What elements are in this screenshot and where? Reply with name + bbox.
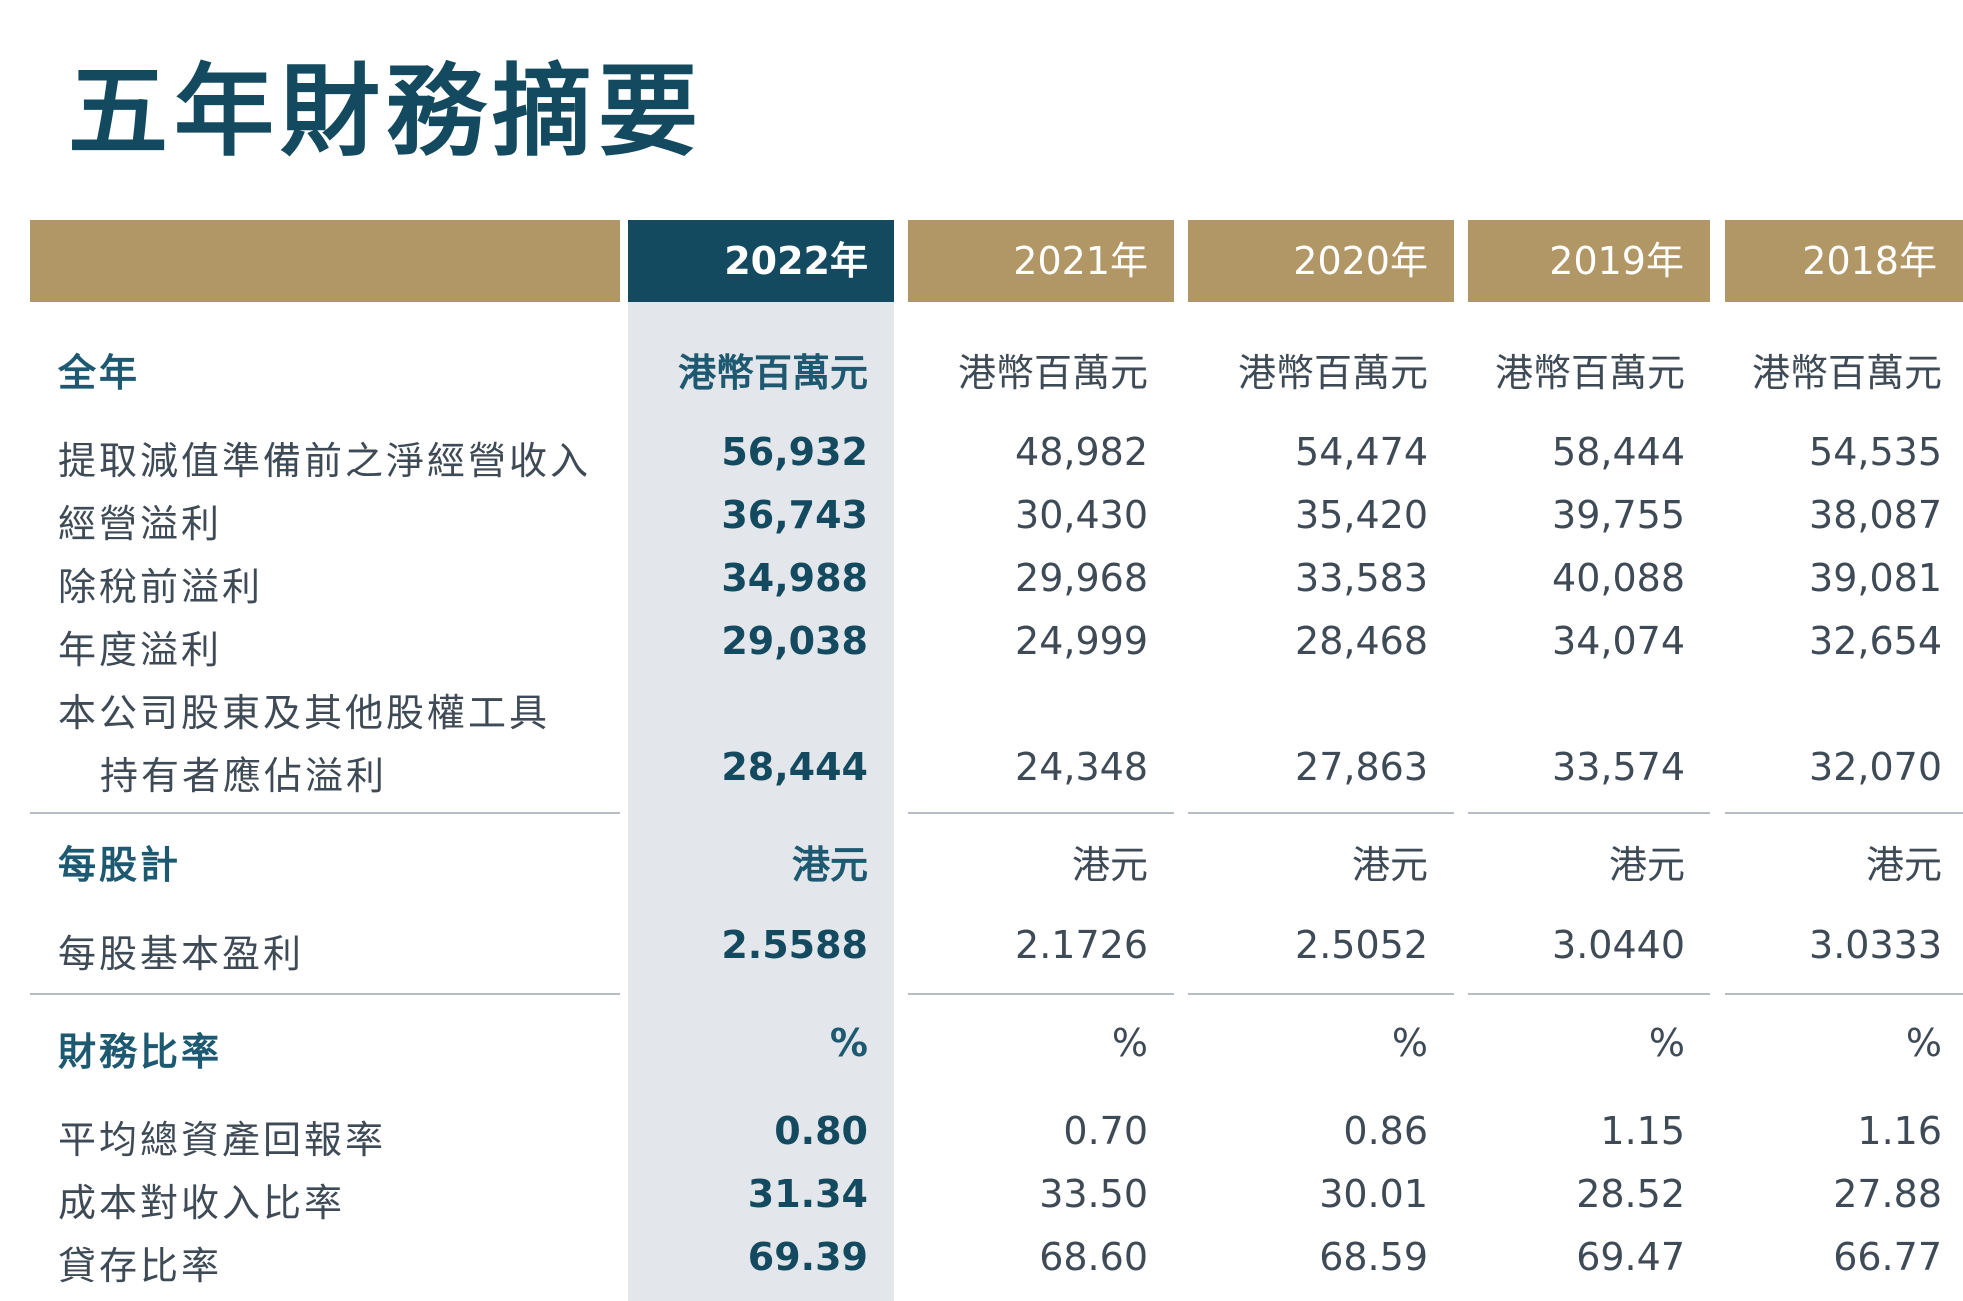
value-cell: 32,070 [1809, 745, 1942, 789]
row-label: 年度溢利 [58, 628, 223, 672]
header-year-2020: 2020年 [1188, 220, 1454, 302]
value-cell: 54,474 [1295, 430, 1428, 474]
value-cell: 24,999 [1015, 619, 1148, 663]
row-label: 提取減值準備前之淨經營收入 [58, 439, 592, 483]
value-cell: 31.34 [747, 1172, 868, 1216]
value-cell: 1.15 [1600, 1109, 1685, 1153]
row-label: 貸存比率 [58, 1244, 223, 1288]
value-cell: 2.1726 [1015, 923, 1148, 967]
header-year-2021: 2021年 [908, 220, 1174, 302]
unit-cell: 港幣百萬元 [677, 351, 868, 395]
row-label: 經營溢利 [58, 502, 223, 546]
value-cell: 54,535 [1809, 430, 1942, 474]
value-cell: 24,348 [1015, 745, 1148, 789]
value-cell: 66.77 [1833, 1235, 1942, 1279]
value-cell: 27,863 [1295, 745, 1428, 789]
current-year-highlight [628, 300, 894, 1301]
value-cell: 33,574 [1552, 745, 1685, 789]
value-cell: 39,755 [1552, 493, 1685, 537]
unit-cell: 港元 [1071, 843, 1148, 887]
value-cell: 30.01 [1319, 1172, 1428, 1216]
section-divider [908, 993, 1174, 995]
value-cell: 34,074 [1552, 619, 1685, 663]
section-heading-full-year: 全年 [58, 351, 141, 395]
value-cell: 1.16 [1857, 1109, 1942, 1153]
page-title: 五年財務摘要 [68, 53, 704, 170]
section-divider [30, 812, 620, 814]
row-label: 本公司股東及其他股權工具 [58, 691, 551, 735]
row-label: 平均總資產回報率 [58, 1118, 387, 1162]
header-label-cell [30, 220, 620, 302]
row-label: 每股基本盈利 [58, 932, 305, 976]
section-divider [30, 993, 620, 995]
value-cell: 38,087 [1809, 493, 1942, 537]
value-cell: 69.39 [747, 1235, 868, 1279]
unit-cell: 港幣百萬元 [1237, 351, 1428, 395]
value-cell: 2.5588 [721, 923, 868, 967]
value-cell: 0.70 [1063, 1109, 1148, 1153]
value-cell: 48,982 [1015, 430, 1148, 474]
value-cell: 28,444 [721, 745, 868, 789]
header-year-2019: 2019年 [1468, 220, 1710, 302]
section-divider [1725, 993, 1963, 995]
value-cell: 32,654 [1809, 619, 1942, 663]
value-cell: 30,430 [1015, 493, 1148, 537]
unit-cell: % [1905, 1021, 1942, 1065]
value-cell: 2.5052 [1295, 923, 1428, 967]
value-cell: 3.0440 [1552, 923, 1685, 967]
unit-cell: 港元 [1351, 843, 1428, 887]
section-divider [1468, 993, 1710, 995]
value-cell: 68.60 [1039, 1235, 1148, 1279]
value-cell: 33,583 [1295, 556, 1428, 600]
section-divider [1468, 812, 1710, 814]
row-label: 除稅前溢利 [58, 565, 264, 609]
value-cell: 3.0333 [1809, 923, 1942, 967]
unit-cell: % [1648, 1021, 1685, 1065]
section-divider [908, 812, 1174, 814]
row-label-continuation: 持有者應佔溢利 [100, 754, 388, 798]
value-cell: 36,743 [721, 493, 868, 537]
value-cell: 56,932 [721, 430, 868, 474]
value-cell: 68.59 [1319, 1235, 1428, 1279]
section-heading-financial-ratios: 財務比率 [58, 1030, 223, 1074]
section-divider [1188, 993, 1454, 995]
section-divider [1725, 812, 1963, 814]
unit-cell: 港幣百萬元 [1494, 351, 1685, 395]
unit-cell: 港幣百萬元 [1751, 351, 1942, 395]
unit-cell: % [1111, 1021, 1148, 1065]
unit-cell: % [1391, 1021, 1428, 1065]
value-cell: 39,081 [1809, 556, 1942, 600]
value-cell: 0.80 [774, 1109, 868, 1153]
unit-cell: 港元 [1865, 843, 1942, 887]
unit-cell: % [829, 1021, 868, 1065]
value-cell: 34,988 [721, 556, 868, 600]
unit-cell: 港元 [791, 843, 868, 887]
value-cell: 35,420 [1295, 493, 1428, 537]
row-label: 成本對收入比率 [58, 1181, 346, 1225]
value-cell: 28,468 [1295, 619, 1428, 663]
unit-cell: 港元 [1608, 843, 1685, 887]
value-cell: 58,444 [1552, 430, 1685, 474]
header-year-2022: 2022年 [628, 220, 894, 302]
value-cell: 29,038 [721, 619, 868, 663]
value-cell: 33.50 [1039, 1172, 1148, 1216]
value-cell: 27.88 [1833, 1172, 1942, 1216]
value-cell: 29,968 [1015, 556, 1148, 600]
section-divider [1188, 812, 1454, 814]
value-cell: 28.52 [1576, 1172, 1685, 1216]
header-year-2018: 2018年 [1725, 220, 1963, 302]
value-cell: 0.86 [1343, 1109, 1428, 1153]
value-cell: 40,088 [1552, 556, 1685, 600]
section-heading-per-share: 每股計 [58, 843, 182, 887]
value-cell: 69.47 [1576, 1235, 1685, 1279]
unit-cell: 港幣百萬元 [957, 351, 1148, 395]
